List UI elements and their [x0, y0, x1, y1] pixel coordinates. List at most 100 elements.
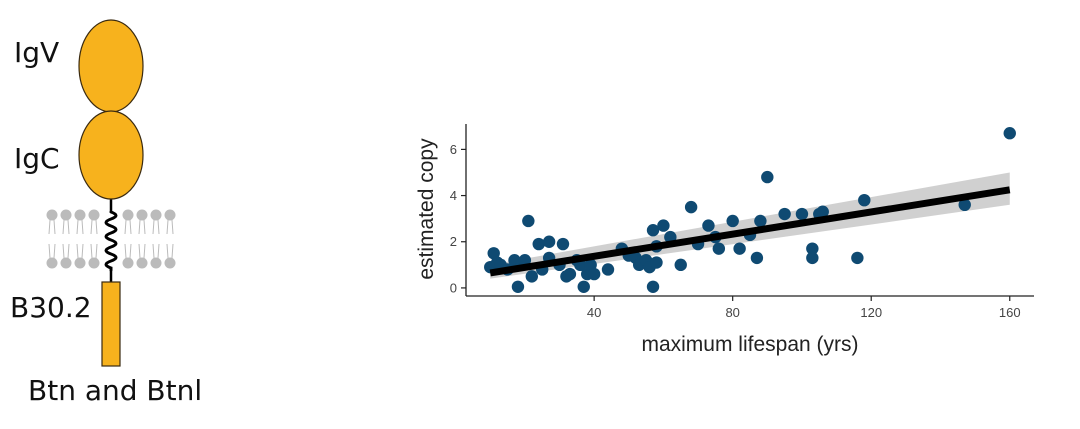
data-point: [1003, 127, 1016, 140]
data-point: [712, 242, 726, 255]
igv-domain: [78, 19, 144, 113]
data-point: [858, 193, 871, 207]
x-tick-label: 160: [999, 305, 1021, 320]
lipid-tail: [143, 219, 146, 235]
axes-layer: 40 80 120 160 0 2 4 6: [450, 124, 1034, 320]
lipid-tail: [152, 219, 155, 235]
lipid-head: [136, 209, 148, 221]
data-point: [806, 242, 819, 255]
lipid-tail: [48, 243, 51, 259]
data-point: [674, 258, 687, 272]
lipid-tail: [90, 243, 93, 259]
lipid-tail: [129, 243, 132, 259]
data-point: [702, 219, 715, 232]
lipid-tail: [138, 243, 141, 259]
data-point: [851, 251, 864, 265]
y-tick-label: 0: [450, 280, 457, 295]
lipid-head: [136, 257, 148, 269]
x-tick-label: 80: [725, 305, 739, 320]
x-axis-label: maximum lifespan (yrs): [641, 333, 858, 356]
y-tick-label: 6: [450, 142, 457, 157]
data-point: [577, 280, 590, 293]
lipid-tail: [171, 243, 174, 259]
lipid-tail: [81, 219, 84, 235]
data-point: [754, 214, 767, 228]
lipid-head: [150, 209, 162, 221]
data-point: [525, 270, 539, 283]
scatter-chart: 40 80 120 160 0 2 4 6 maximum lifespan (yrs) es…: [415, 124, 1034, 356]
lipid-tail: [166, 219, 169, 235]
lipid-tail: [157, 243, 160, 259]
x-tick-label: 40: [587, 305, 601, 320]
lipid-tail: [62, 243, 65, 259]
lipid-tail: [129, 219, 132, 235]
lipid-head: [60, 209, 72, 221]
data-point: [511, 280, 525, 293]
lipid-tail: [76, 219, 79, 235]
data-point: [650, 256, 663, 269]
data-point: [563, 267, 577, 281]
fit-line: [489, 186, 1011, 277]
y-tick-label: 2: [450, 234, 457, 249]
data-point: [795, 207, 809, 221]
lipid-tail: [143, 243, 146, 259]
lipid-tail: [90, 219, 93, 235]
b30-2-label: B30.2: [10, 291, 92, 324]
data-point: [726, 214, 739, 228]
data-point: [816, 205, 829, 218]
data-point: [778, 207, 791, 221]
igc-label: IgC: [14, 142, 60, 175]
data-point: [556, 237, 570, 251]
protein-diagram: IgV IgC B30.2 Btn and Btnl: [10, 19, 202, 407]
lipid-head: [88, 257, 100, 269]
lipid-tail: [76, 243, 79, 259]
fit-line-layer: [489, 186, 1011, 277]
data-point: [518, 254, 532, 267]
data-point: [750, 251, 764, 265]
lipid-tail: [124, 243, 127, 259]
lipid-head: [150, 257, 162, 269]
lipid-head: [46, 209, 58, 221]
y-tick-label: 4: [450, 188, 457, 203]
data-point: [806, 251, 819, 265]
data-point: [601, 263, 615, 276]
data-point: [733, 242, 746, 255]
lipid-tail: [67, 243, 70, 259]
lipid-head: [164, 209, 176, 221]
data-point: [684, 200, 698, 214]
lipid-head: [88, 209, 100, 221]
data-point: [587, 267, 601, 281]
igc-domain: [78, 110, 144, 200]
lipid-head: [74, 209, 86, 221]
lipid-head: [122, 257, 134, 269]
lipid-head: [60, 257, 72, 269]
x-tick-label: 120: [860, 305, 882, 320]
lipid-tail: [95, 243, 98, 259]
y-axis-label: estimated copy: [415, 138, 438, 280]
diagram-caption: Btn and Btnl: [28, 374, 202, 407]
lipid-tail: [166, 243, 169, 259]
lipid-tail: [62, 219, 65, 235]
data-point: [958, 198, 971, 212]
data-point: [761, 170, 774, 184]
lipid-tail: [48, 219, 51, 235]
data-point: [542, 235, 556, 248]
igv-label: IgV: [14, 36, 59, 69]
data-point: [646, 224, 660, 237]
lipid-head: [164, 257, 176, 269]
b30-2-domain: [101, 281, 121, 367]
lipid-tail: [67, 219, 70, 235]
lipid-head: [46, 257, 58, 269]
lipid-tail: [53, 219, 56, 235]
lipid-tail: [157, 219, 160, 235]
lipid-tail: [95, 219, 98, 235]
data-point: [522, 214, 535, 228]
lipid-tail: [124, 219, 127, 235]
lipid-head: [122, 209, 134, 221]
lipid-tail: [171, 219, 174, 235]
lipid-tail: [81, 243, 84, 259]
data-point: [657, 219, 670, 232]
lipid-tail: [152, 243, 155, 259]
lipid-tail: [53, 243, 56, 259]
